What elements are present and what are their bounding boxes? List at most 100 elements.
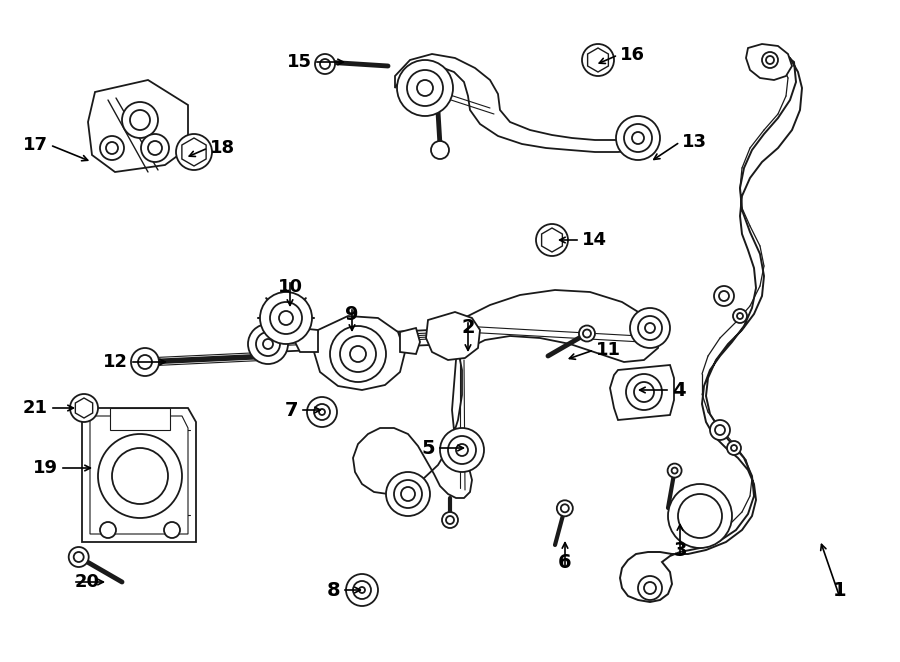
Text: 13: 13 xyxy=(682,133,707,151)
Circle shape xyxy=(353,581,371,599)
Text: 16: 16 xyxy=(620,46,645,64)
Circle shape xyxy=(638,576,662,600)
Polygon shape xyxy=(314,316,405,390)
Text: 7: 7 xyxy=(284,401,298,420)
Circle shape xyxy=(346,574,378,606)
Circle shape xyxy=(431,141,449,159)
Text: 3: 3 xyxy=(673,541,687,560)
Circle shape xyxy=(630,308,670,348)
Circle shape xyxy=(543,231,561,249)
Circle shape xyxy=(417,80,433,96)
Circle shape xyxy=(359,587,365,593)
Circle shape xyxy=(731,445,737,451)
Circle shape xyxy=(270,302,302,334)
Circle shape xyxy=(589,51,607,69)
Circle shape xyxy=(624,124,652,152)
Circle shape xyxy=(456,444,468,456)
Text: 21: 21 xyxy=(23,399,48,417)
Circle shape xyxy=(319,409,325,415)
Circle shape xyxy=(74,552,84,562)
Circle shape xyxy=(715,425,725,435)
Circle shape xyxy=(130,110,150,130)
Circle shape xyxy=(330,326,386,382)
Circle shape xyxy=(148,141,162,155)
Text: 14: 14 xyxy=(582,231,607,249)
Text: 20: 20 xyxy=(75,573,100,591)
Polygon shape xyxy=(610,365,674,420)
Circle shape xyxy=(279,311,293,325)
Circle shape xyxy=(678,494,722,538)
Polygon shape xyxy=(88,80,188,172)
Polygon shape xyxy=(395,54,640,152)
Circle shape xyxy=(307,397,337,427)
Circle shape xyxy=(141,134,169,162)
Circle shape xyxy=(350,346,366,362)
Polygon shape xyxy=(455,290,660,362)
Circle shape xyxy=(561,504,569,512)
Circle shape xyxy=(733,309,747,323)
Circle shape xyxy=(131,348,159,376)
Circle shape xyxy=(766,56,774,64)
Circle shape xyxy=(632,132,644,144)
Text: 17: 17 xyxy=(23,136,48,154)
Text: 18: 18 xyxy=(210,139,235,157)
Circle shape xyxy=(446,516,454,524)
Circle shape xyxy=(762,52,778,68)
Circle shape xyxy=(100,522,116,538)
Circle shape xyxy=(68,547,89,567)
Circle shape xyxy=(401,487,415,501)
Circle shape xyxy=(184,142,204,162)
Circle shape xyxy=(583,330,591,338)
Circle shape xyxy=(98,434,182,518)
Circle shape xyxy=(112,448,168,504)
Circle shape xyxy=(340,336,376,372)
Circle shape xyxy=(557,500,572,516)
Circle shape xyxy=(616,116,660,160)
Circle shape xyxy=(70,394,98,422)
Circle shape xyxy=(176,134,212,170)
Circle shape xyxy=(164,522,180,538)
Circle shape xyxy=(645,323,655,333)
Polygon shape xyxy=(746,44,792,80)
Circle shape xyxy=(260,292,312,344)
Circle shape xyxy=(263,339,273,349)
Circle shape xyxy=(138,355,152,369)
Circle shape xyxy=(536,224,568,256)
Circle shape xyxy=(727,441,741,455)
Circle shape xyxy=(671,467,678,473)
Circle shape xyxy=(122,102,158,138)
Circle shape xyxy=(440,428,484,472)
Circle shape xyxy=(448,436,476,464)
Circle shape xyxy=(737,313,743,319)
Polygon shape xyxy=(82,408,196,542)
Circle shape xyxy=(256,332,280,356)
Polygon shape xyxy=(182,138,206,166)
Circle shape xyxy=(638,316,662,340)
Circle shape xyxy=(77,401,91,415)
Text: 11: 11 xyxy=(596,341,621,359)
Circle shape xyxy=(397,60,453,116)
Circle shape xyxy=(582,44,614,76)
Text: 1: 1 xyxy=(833,581,847,600)
Circle shape xyxy=(644,582,656,594)
Polygon shape xyxy=(294,328,318,352)
Text: 9: 9 xyxy=(346,305,359,324)
Text: 8: 8 xyxy=(327,581,340,600)
Circle shape xyxy=(579,326,595,342)
Polygon shape xyxy=(353,350,472,498)
Polygon shape xyxy=(270,330,430,352)
Circle shape xyxy=(386,472,430,516)
Text: 12: 12 xyxy=(103,353,128,371)
Polygon shape xyxy=(90,416,188,534)
Text: 10: 10 xyxy=(277,278,302,296)
Polygon shape xyxy=(542,228,562,252)
Circle shape xyxy=(315,54,335,74)
Polygon shape xyxy=(588,48,608,72)
Circle shape xyxy=(314,404,330,420)
Polygon shape xyxy=(76,398,93,418)
Polygon shape xyxy=(426,312,480,360)
Circle shape xyxy=(634,382,654,402)
Circle shape xyxy=(626,374,662,410)
Polygon shape xyxy=(110,408,170,430)
Circle shape xyxy=(100,136,124,160)
